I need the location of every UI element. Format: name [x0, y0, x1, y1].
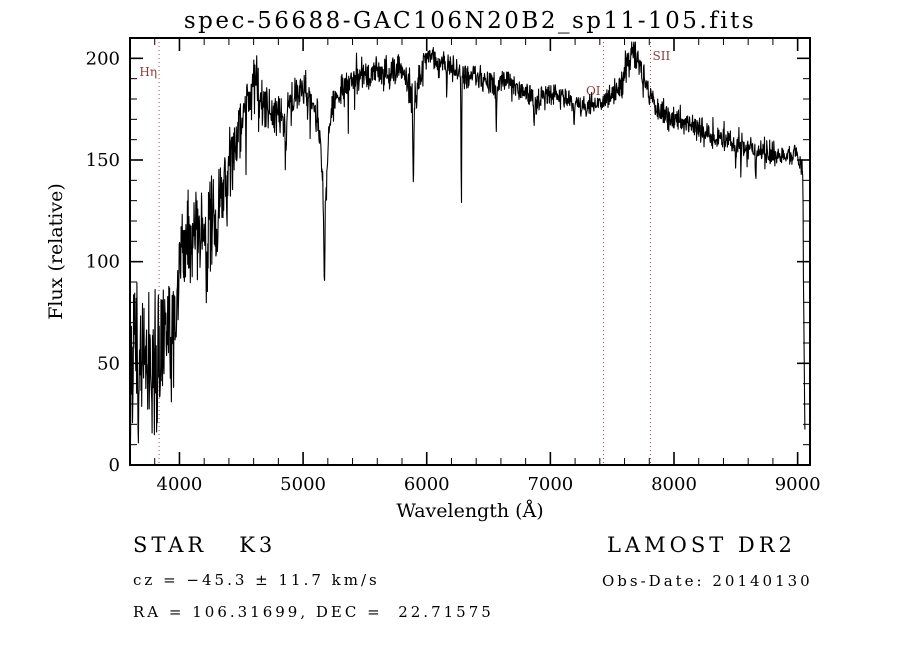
line-label-Hη: Hη: [139, 65, 157, 79]
x-tick-label: 7000: [527, 474, 573, 495]
y-tick-label: 50: [97, 353, 120, 374]
x-tick-label: 5000: [280, 474, 326, 495]
plot-title: spec-56688-GAC106N20B2_sp11-105.fits: [183, 8, 757, 34]
x-axis-title: Wavelength (Å): [396, 500, 543, 522]
line-label-OI: OI: [586, 84, 601, 98]
x-tick-label: 8000: [651, 474, 697, 495]
coordinates-label: RA = 106.31699, DEC = 22.71575: [133, 603, 494, 621]
x-tick-label: 4000: [157, 474, 203, 495]
y-tick-label: 150: [86, 150, 120, 171]
y-tick-label: 0: [109, 455, 120, 476]
x-tick-label: 6000: [404, 474, 450, 495]
y-tick-label: 200: [86, 48, 120, 69]
x-tick-label: 9000: [775, 474, 821, 495]
obs-date-label: Obs-Date: 20140130: [602, 572, 813, 590]
spectrum-line: [130, 41, 806, 464]
line-label-SII: SII: [653, 49, 671, 63]
survey-label: LAMOST DR2: [607, 533, 796, 557]
classification-label: STAR K3: [133, 533, 277, 557]
y-axis-title: Flux (relative): [45, 183, 67, 320]
y-tick-label: 100: [86, 252, 120, 273]
radial-velocity-label: cz = −45.3 ± 11.7 km/s: [133, 571, 380, 589]
plot-frame: [129, 37, 811, 466]
